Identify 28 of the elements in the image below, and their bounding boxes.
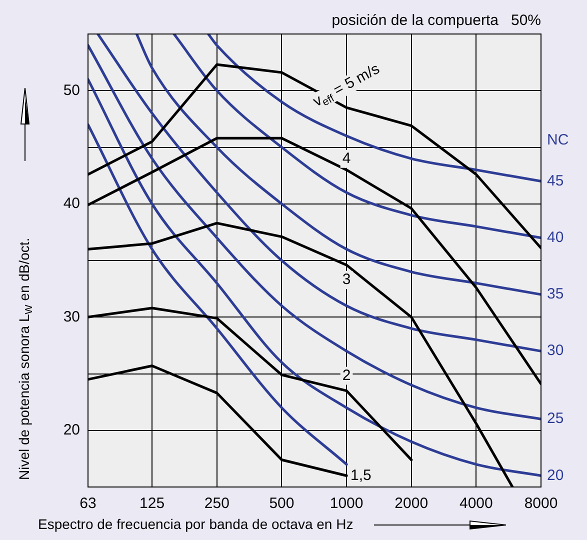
- y-tick-label: 20: [63, 422, 80, 439]
- x-tick-label: 500: [269, 495, 294, 512]
- y-axis-title: Nivel de potencia sonora LW en dB/oct.: [16, 238, 35, 480]
- series-label: 45: [547, 172, 564, 190]
- x-tick-label: 1000: [330, 495, 364, 512]
- series-label: 3: [342, 271, 351, 288]
- series-label: 25: [547, 410, 564, 428]
- text: NC: [547, 132, 569, 149]
- series-label: 4: [342, 150, 351, 168]
- series-label: 20: [547, 466, 564, 484]
- series-label: 40: [547, 228, 564, 246]
- chart-subtitle: posición de la compuerta 50%: [332, 12, 542, 30]
- x-tick-label: 4000: [459, 495, 493, 512]
- x-tick-label: 250: [204, 495, 230, 512]
- x-axis-title: Espectro de frecuencia por banda de octava en Hz: [38, 516, 354, 532]
- x-tick-label: 2000: [394, 495, 428, 512]
- x-tick-label: 8000: [524, 495, 558, 512]
- y-tick-label: 50: [63, 82, 80, 99]
- text: veff = 5 m/s: [310, 60, 383, 110]
- series-label: 35: [547, 286, 564, 303]
- x-tick-label: 125: [140, 495, 165, 512]
- y-tick-label: 40: [63, 195, 80, 212]
- y-tick-label: 30: [63, 308, 80, 326]
- x-tick-label: 63: [80, 495, 96, 512]
- series-label: 2: [342, 366, 351, 384]
- series-label: 30: [547, 342, 564, 360]
- series-label: 1,5: [350, 466, 372, 484]
- line-series: [88, 44, 541, 420]
